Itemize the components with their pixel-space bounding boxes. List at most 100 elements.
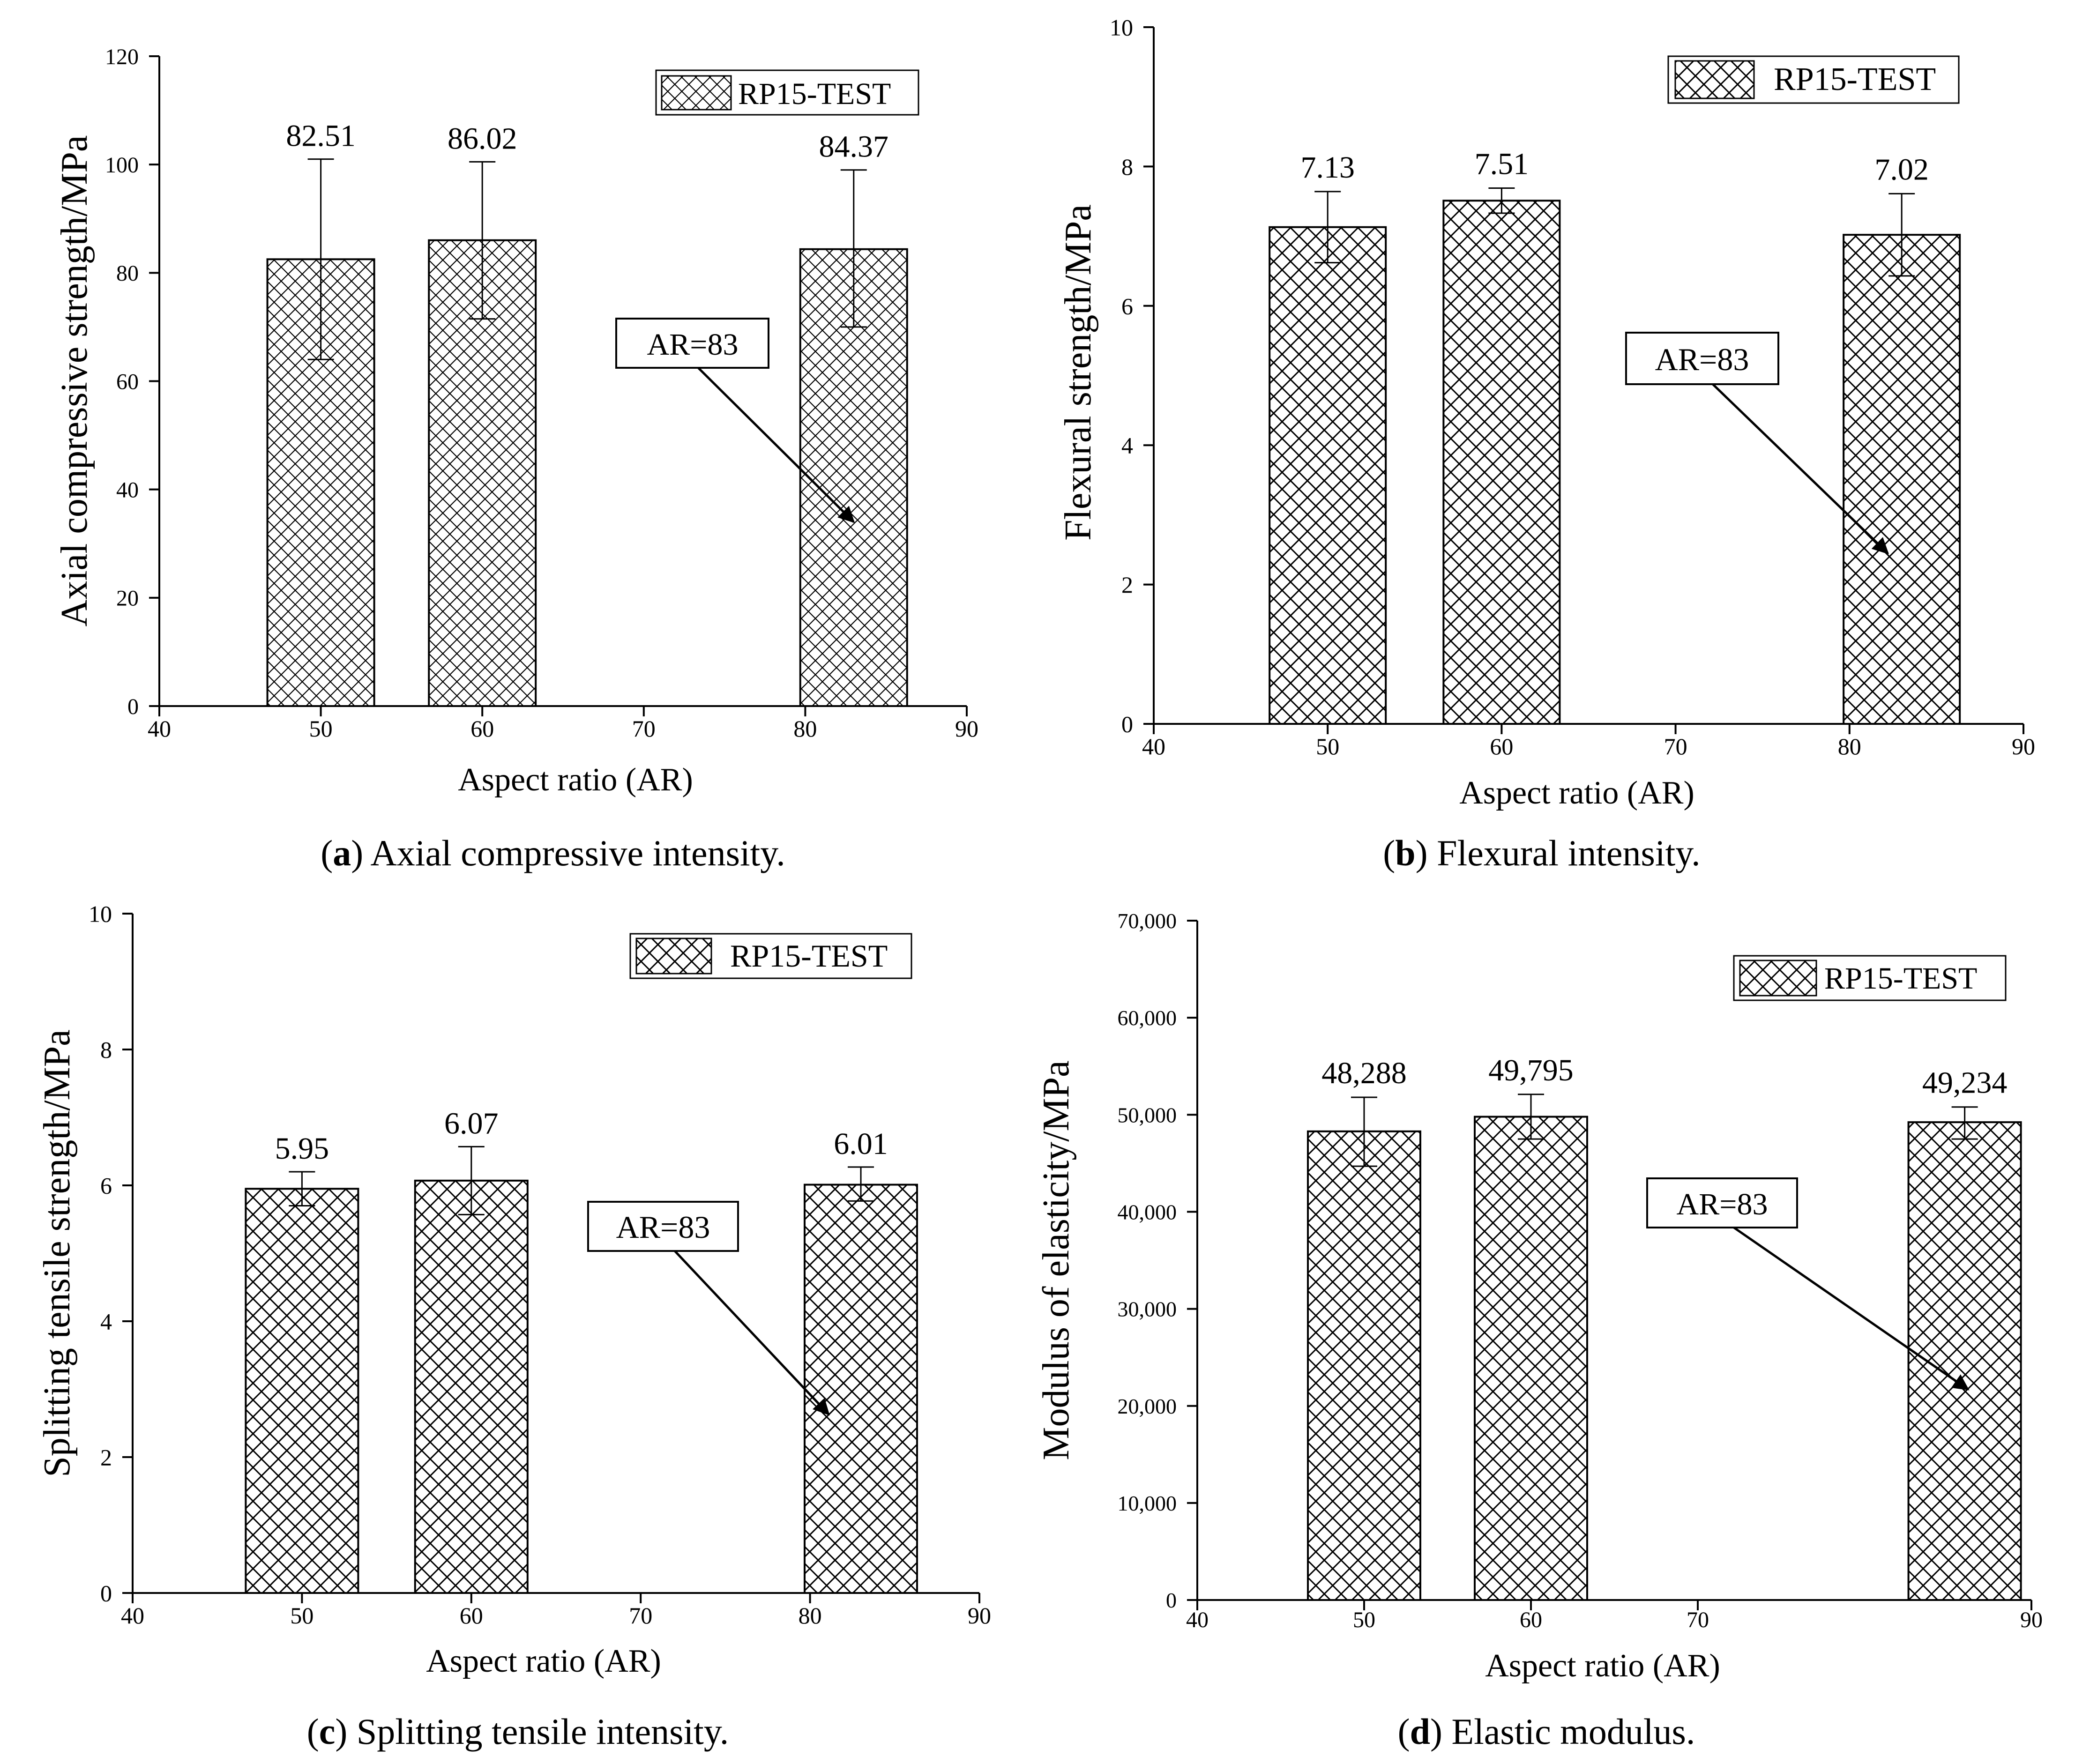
panel-d-y-label: Modulus of elasticity/MPa [1036, 1060, 1077, 1460]
panel-d-annotation-arrow [1733, 1226, 1970, 1391]
panel-b-x-tick-label: 70 [1664, 733, 1687, 759]
panel-a-x-tick-label: 80 [793, 715, 817, 742]
panel-b-bar [1442, 200, 1561, 725]
panel-c-x-tick-label: 50 [290, 1602, 313, 1629]
panel-d-caption: (d) Elastic modulus. [1398, 1711, 1695, 1752]
panel-c-annotation-arrow [674, 1250, 830, 1416]
panel-b-y-tick-label: 10 [1110, 15, 1133, 41]
panel-d-error-bars [1351, 1094, 1978, 1167]
panel-d-x-grid-ticks: 40 50 60 70 90 [1186, 1600, 2043, 1632]
panel-a-caption: (a) Axial compressive intensity. [321, 833, 785, 873]
panel-b-x-grid-ticks: 40 50 60 70 80 90 [1142, 724, 2035, 759]
panel-c-y-tick-label: 2 [100, 1444, 112, 1471]
panel-b-legend: RP15-TEST [1667, 55, 1960, 104]
panel-b-value-label: 7.51 [1475, 147, 1529, 181]
panel-b-x-tick-label: 50 [1316, 733, 1339, 759]
panel-d-legend-swatch [1739, 960, 1817, 997]
panel-d-annotation: AR=83 [1646, 1177, 1970, 1391]
panel-b-y-tick-label: 6 [1121, 293, 1133, 319]
panel-b-x-label: Aspect ratio (AR) [1459, 775, 1694, 811]
panel-b-value-label: 7.02 [1874, 152, 1929, 186]
panel-b-annotation-arrow [1712, 383, 1889, 555]
panel-b-x-tick-label: 60 [1490, 733, 1513, 759]
panel-b-value-label: 7.13 [1300, 150, 1355, 185]
panel-a-y-label: Axial compressive strength/MPa [54, 135, 95, 627]
panel-a-x-grid-ticks: 40 50 60 70 80 90 [148, 706, 978, 742]
panel-d-legend-label: RP15-TEST [1824, 961, 1977, 996]
panel-c-y-tick-label: 0 [100, 1580, 112, 1607]
panel-a-annotation-arrow [697, 367, 855, 523]
panel-b-y-tick-label: 2 [1121, 572, 1133, 598]
panel-b-caption: (b) Flexural intensity. [1383, 833, 1700, 873]
panel-a-value-label: 84.37 [819, 130, 889, 164]
panel-d-value-label: 49,234 [1922, 1066, 2008, 1100]
panel-c-value-label: 6.07 [444, 1106, 499, 1140]
panel-d-caption-text: Elastic modulus. [1442, 1711, 1695, 1752]
panel-a-annotation-label: AR=83 [647, 327, 739, 362]
panel-c-y-grid-ticks: 0 2 4 6 8 10 [89, 901, 133, 1607]
panel-d-x-tick-label: 90 [2020, 1608, 2043, 1632]
panel-a-value-label: 86.02 [448, 121, 517, 156]
panel-b-y-tick-label: 8 [1121, 154, 1133, 180]
panel-a-y-tick-label: 40 [116, 477, 139, 502]
panel-a-y-tick-label: 60 [116, 369, 139, 394]
panel-d-value-label: 48,288 [1321, 1056, 1407, 1090]
panel-d-caption-letter: d [1410, 1711, 1430, 1752]
panel-b-flexural: 0 2 4 6 8 10 40 50 60 70 80 90 7.13 7.51 7.02 RP15-T… [1058, 15, 2035, 874]
panel-c-caption-text: Splitting tensile intensity. [347, 1711, 729, 1752]
panel-a-annotation: AR=83 [615, 318, 855, 523]
panel-b-error-bars [1314, 187, 1915, 277]
panel-c-y-label: Splitting tensile strength/MPa [37, 1029, 78, 1477]
panel-d-value-labels: 48,288 49,795 49,234 [1321, 1053, 2007, 1100]
panel-a-value-label: 82.51 [286, 119, 356, 153]
panel-c-bars [245, 1179, 918, 1594]
panel-d-y-tick-label: 60,000 [1118, 1006, 1177, 1030]
panel-c-x-tick-label: 80 [799, 1602, 822, 1629]
panel-b-caption-text: Flexural intensity. [1428, 833, 1701, 873]
panel-a-x-label: Aspect ratio (AR) [458, 762, 693, 798]
panel-c-y-tick-label: 6 [100, 1173, 112, 1199]
panel-a-x-tick-label: 70 [632, 715, 656, 742]
panel-c-caption-letter: c [319, 1711, 336, 1752]
panel-d-bars [1307, 1116, 2022, 1601]
panel-a-y-tick-label: 120 [105, 45, 139, 69]
panel-c-x-grid-ticks: 40 50 60 70 80 90 [121, 1593, 991, 1629]
panel-a-x-tick-label: 50 [309, 715, 333, 742]
panel-d-x-tick-label: 60 [1520, 1608, 1542, 1632]
panel-b-x-tick-label: 90 [2012, 733, 2035, 759]
panel-a-x-tick-label: 60 [470, 715, 494, 742]
panel-d-x-tick-label: 50 [1353, 1608, 1375, 1632]
panel-d-y-grid-ticks: 0 10,000 20,000 30,000 40,000 50,000 60,000 70,… [1118, 909, 1197, 1612]
panel-b-bars [1269, 200, 1961, 725]
panel-d-y-tick-label: 30,000 [1118, 1297, 1177, 1321]
panel-b-y-label: Flexural strength/MPa [1058, 204, 1099, 541]
panel-a-bars [266, 239, 908, 707]
panel-a-y-tick-label: 0 [127, 694, 139, 719]
panel-b-value-labels: 7.13 7.51 7.02 [1300, 147, 1928, 186]
panel-c-y-tick-label: 10 [89, 901, 112, 927]
panel-a-legend-swatch [661, 75, 732, 111]
panel-d-elastic-modulus: 0 10,000 20,000 30,000 40,000 50,000 60,000 70,… [1036, 909, 2043, 1752]
panel-d-y-tick-label: 70,000 [1118, 909, 1177, 933]
panel-c-bar [804, 1183, 918, 1594]
panel-d-annotation-label: AR=83 [1677, 1187, 1768, 1221]
panel-d-y-tick-label: 50,000 [1118, 1103, 1177, 1127]
panel-c-legend-label: RP15-TEST [730, 938, 888, 974]
panel-a-y-tick-label: 20 [116, 586, 139, 611]
panel-a-caption-text: Axial compressive intensity. [363, 833, 785, 873]
panel-a-legend: RP15-TEST [655, 69, 919, 116]
panel-a-x-tick-label: 90 [955, 715, 978, 742]
panel-d-y-tick-label: 40,000 [1118, 1200, 1177, 1224]
panel-c-x-tick-label: 70 [629, 1602, 652, 1629]
panel-c-x-tick-label: 60 [460, 1602, 483, 1629]
panel-d-y-tick-label: 20,000 [1118, 1394, 1177, 1418]
panel-a-error-bars [307, 158, 867, 360]
panel-b-legend-label: RP15-TEST [1774, 61, 1936, 97]
panel-b-annotation: AR=83 [1625, 332, 1889, 555]
panel-a-y-grid-ticks: 0 20 40 60 80 100 120 [105, 45, 159, 719]
panel-a-value-labels: 82.51 86.02 84.37 [286, 119, 888, 164]
panel-c-value-label: 6.01 [834, 1127, 888, 1161]
panel-c-annotation: AR=83 [587, 1201, 830, 1416]
